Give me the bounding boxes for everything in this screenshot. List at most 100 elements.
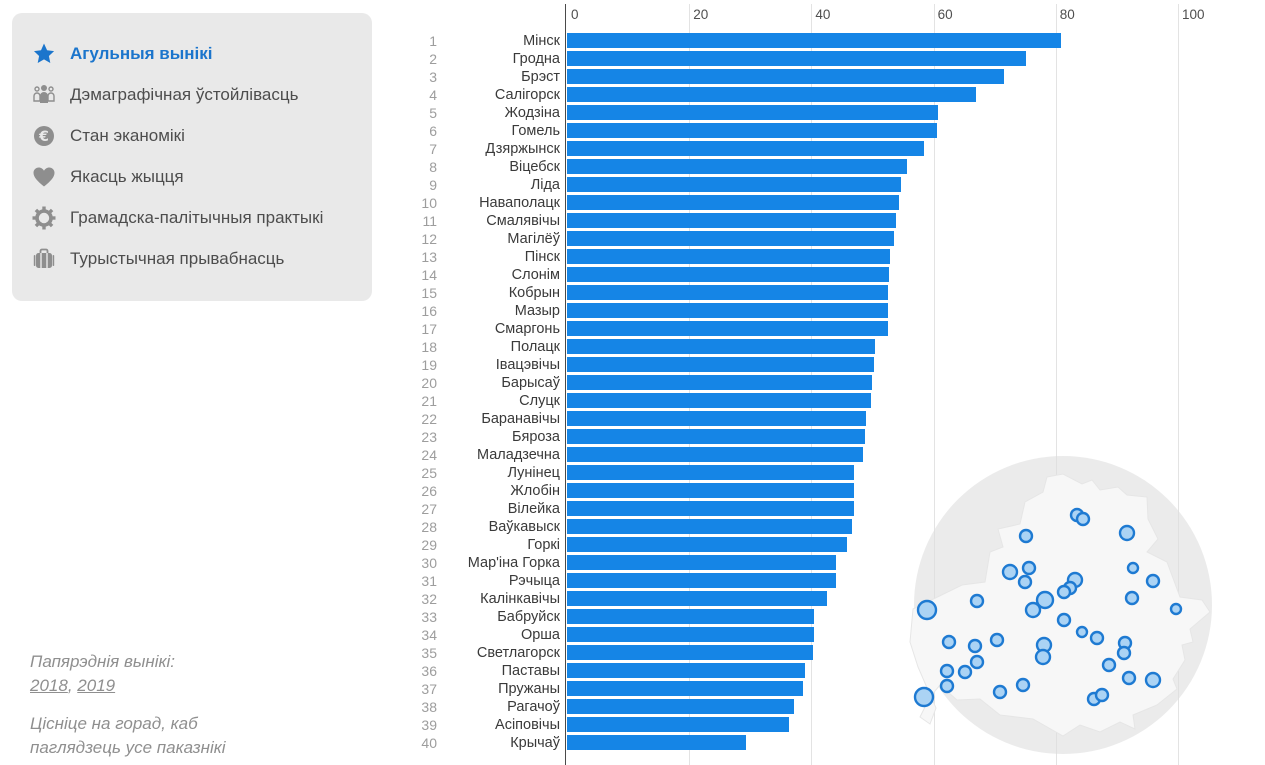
city-score-bar[interactable] <box>567 555 837 570</box>
city-score-bar[interactable] <box>567 735 747 750</box>
city-dot[interactable] <box>1056 584 1072 600</box>
city-label[interactable]: Бабруйск <box>497 609 560 625</box>
city-score-bar[interactable] <box>567 465 855 480</box>
city-label[interactable]: Орша <box>520 627 560 643</box>
city-score-bar[interactable] <box>567 627 814 642</box>
city-score-bar[interactable] <box>567 537 848 552</box>
city-label[interactable]: Слонім <box>511 267 560 283</box>
sidebar-item-demographic-stability[interactable]: Дэмаграфічная ўстойлівасць <box>30 74 354 115</box>
city-label[interactable]: Светлагорск <box>476 645 560 661</box>
city-score-bar[interactable] <box>567 645 814 660</box>
city-score-bar[interactable] <box>567 393 872 408</box>
city-dot[interactable] <box>1075 511 1091 527</box>
city-dot[interactable] <box>1024 601 1042 619</box>
city-score-bar[interactable] <box>567 159 907 174</box>
city-dot[interactable] <box>1126 561 1140 575</box>
city-dot[interactable] <box>1017 574 1033 590</box>
city-dot[interactable] <box>1144 671 1162 689</box>
city-label[interactable]: Мінск <box>523 33 560 49</box>
city-label[interactable]: Полацк <box>510 339 560 355</box>
city-score-bar[interactable] <box>567 519 853 534</box>
city-dot[interactable] <box>1021 560 1037 576</box>
sidebar-item-tourist-attractiveness[interactable]: Турыстычная прывабнасць <box>30 238 354 279</box>
city-dot[interactable] <box>1056 612 1072 628</box>
city-dot[interactable] <box>989 632 1005 648</box>
city-label[interactable]: Пружаны <box>498 681 560 697</box>
city-label[interactable]: Івацэвічы <box>495 357 560 373</box>
city-score-bar[interactable] <box>567 573 836 588</box>
city-dot[interactable] <box>1094 687 1110 703</box>
city-score-bar[interactable] <box>567 717 790 732</box>
sidebar-item-quality-of-life[interactable]: Якасць жыцця <box>30 156 354 197</box>
city-score-bar[interactable] <box>567 213 896 228</box>
city-dot[interactable] <box>1101 657 1117 673</box>
city-label[interactable]: Барысаў <box>501 375 560 391</box>
city-score-bar[interactable] <box>567 177 901 192</box>
city-score-bar[interactable] <box>567 663 805 678</box>
city-label[interactable]: Брэст <box>521 69 560 85</box>
city-score-bar[interactable] <box>567 51 1027 66</box>
city-dot[interactable] <box>1001 563 1019 581</box>
city-dot[interactable] <box>913 686 935 708</box>
city-score-bar[interactable] <box>567 33 1061 48</box>
sidebar-item-economy[interactable]: € Стан эканомікі <box>30 115 354 156</box>
city-label[interactable]: Салігорск <box>494 87 560 103</box>
city-label[interactable]: Жодзіна <box>504 105 560 121</box>
city-dot[interactable] <box>941 634 957 650</box>
city-score-bar[interactable] <box>567 411 867 426</box>
city-score-bar[interactable] <box>567 123 937 138</box>
city-label[interactable]: Мазыр <box>514 303 560 319</box>
city-score-bar[interactable] <box>567 303 889 318</box>
city-score-bar[interactable] <box>567 609 815 624</box>
city-label[interactable]: Лунінец <box>507 465 560 481</box>
city-label[interactable]: Рагачоў <box>507 699 560 715</box>
city-dot[interactable] <box>969 654 985 670</box>
city-label[interactable]: Дзяржынск <box>485 141 560 157</box>
city-label[interactable]: Смалявічы <box>486 213 560 229</box>
city-dot[interactable] <box>1018 528 1034 544</box>
city-label[interactable]: Маладзечна <box>477 447 560 463</box>
city-label[interactable]: Рэчыца <box>508 573 560 589</box>
city-score-bar[interactable] <box>567 195 899 210</box>
city-dot[interactable] <box>1116 645 1132 661</box>
city-dot[interactable] <box>939 678 955 694</box>
city-score-bar[interactable] <box>567 339 875 354</box>
city-label[interactable]: Смаргонь <box>494 321 560 337</box>
city-dot[interactable] <box>1089 630 1105 646</box>
city-dot[interactable] <box>1169 602 1183 616</box>
city-score-bar[interactable] <box>567 429 865 444</box>
city-label[interactable]: Бяроза <box>511 429 560 445</box>
city-label[interactable]: Жлобін <box>510 483 560 499</box>
city-score-bar[interactable] <box>567 105 938 120</box>
city-dot[interactable] <box>1118 524 1136 542</box>
city-dot[interactable] <box>992 684 1008 700</box>
city-score-bar[interactable] <box>567 321 888 336</box>
city-dot[interactable] <box>916 599 938 621</box>
city-label[interactable]: Слуцк <box>519 393 560 409</box>
city-label[interactable]: Калінкавічы <box>480 591 560 607</box>
city-score-bar[interactable] <box>567 87 977 102</box>
city-score-bar[interactable] <box>567 249 890 264</box>
city-dot[interactable] <box>939 663 955 679</box>
city-dot[interactable] <box>967 638 983 654</box>
city-label[interactable]: Кобрын <box>508 285 560 301</box>
city-score-bar[interactable] <box>567 285 889 300</box>
city-score-bar[interactable] <box>567 447 863 462</box>
link-2018[interactable]: 2018 <box>30 676 68 695</box>
city-dot[interactable] <box>1035 590 1055 610</box>
city-score-bar[interactable] <box>567 501 854 516</box>
city-score-bar[interactable] <box>567 267 889 282</box>
city-dot[interactable] <box>1015 677 1031 693</box>
city-dot[interactable] <box>957 664 973 680</box>
city-score-bar[interactable] <box>567 141 925 156</box>
city-label[interactable]: Крычаў <box>510 735 560 751</box>
city-score-bar[interactable] <box>567 699 795 714</box>
city-dot[interactable] <box>1145 573 1161 589</box>
city-label[interactable]: Ліда <box>530 177 560 193</box>
city-dot[interactable] <box>1075 625 1089 639</box>
city-label[interactable]: Мар'іна Горка <box>467 555 560 571</box>
city-label[interactable]: Пінск <box>524 249 560 265</box>
city-label[interactable]: Віцебск <box>509 159 560 175</box>
city-label[interactable]: Паставы <box>501 663 560 679</box>
city-label[interactable]: Асіповічы <box>495 717 560 733</box>
